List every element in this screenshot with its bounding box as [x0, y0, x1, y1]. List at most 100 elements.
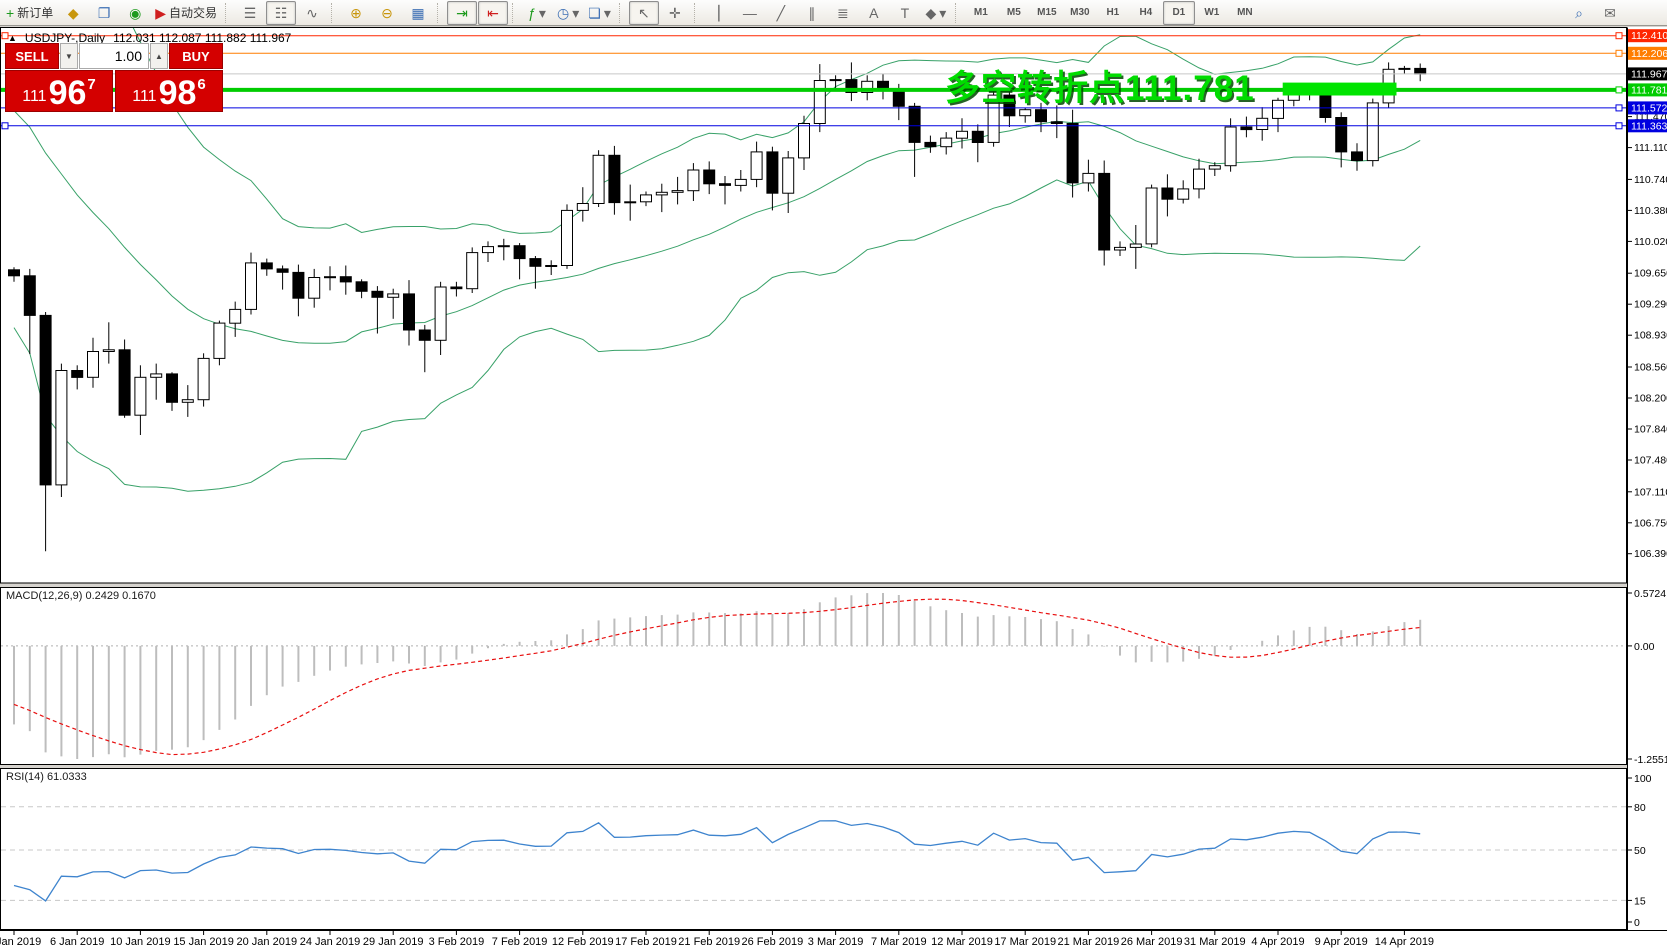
trendline-tool-button[interactable]: ╱: [766, 1, 796, 25]
cursor-icon: ↖: [637, 4, 650, 21]
svg-text:109.290: 109.290: [1634, 299, 1667, 311]
search-button[interactable]: ⌕: [1564, 1, 1594, 25]
volume-decrease-button[interactable]: ▼: [60, 43, 78, 69]
candles-layer: [8, 62, 1427, 552]
chart-window-title: ▲ USDJPY-,Daily 112.031 112.087 111.882 …: [8, 31, 291, 45]
crosshair-tool-button[interactable]: ✛: [660, 1, 690, 25]
channel-tool-button[interactable]: ∥: [797, 1, 827, 25]
auto-scroll-button[interactable]: ⇥: [447, 0, 477, 25]
zoom-in-button[interactable]: ⊕: [341, 1, 371, 25]
fibonacci-tool-button[interactable]: ≣: [828, 1, 858, 25]
zoom-out-button[interactable]: ⊖: [372, 1, 402, 25]
svg-text:17 Feb 2019: 17 Feb 2019: [615, 936, 677, 948]
svg-text:7 Mar 2019: 7 Mar 2019: [871, 936, 927, 948]
svg-text:15 Jan 2019: 15 Jan 2019: [173, 936, 234, 948]
price-axis: 111.470111.110110.740110.380110.020109.6…: [1627, 29, 1667, 560]
hline-tool-button[interactable]: —: [735, 1, 765, 25]
autotrade-icon: ▶: [155, 4, 166, 21]
rsi-axis: 100 80 50 15 0: [1627, 773, 1652, 929]
periods-button[interactable]: ◷ ▾: [553, 1, 583, 25]
sell-price-pip: 7: [87, 76, 96, 93]
shapes-tool-button[interactable]: ◆ ▾: [921, 1, 951, 25]
zoom-in-icon: ⊕: [350, 4, 362, 21]
timeframe-MN[interactable]: MN: [1237, 7, 1253, 18]
svg-text:111.572: 111.572: [1631, 102, 1667, 114]
rsi-indicator-label: RSI(14) 61.0333: [6, 771, 87, 783]
sell-price-big: 96: [48, 74, 87, 113]
timeframe-W1[interactable]: W1: [1204, 7, 1220, 18]
ohlc-readout: 112.031 112.087 111.882 111.967: [113, 31, 292, 45]
svg-text:3 Mar 2019: 3 Mar 2019: [808, 936, 864, 948]
line-chart-icon: ∿: [306, 4, 318, 21]
svg-text:50: 50: [1634, 845, 1646, 857]
timeframe-M1[interactable]: M1: [973, 7, 988, 18]
pivot-zone-rectangle: [1282, 82, 1397, 96]
crosshair-icon: ✛: [668, 4, 681, 21]
svg-text:111.781: 111.781: [1631, 84, 1667, 96]
buy-price-display[interactable]: 111 98 6: [115, 70, 223, 112]
vline-icon: ⎮: [715, 4, 723, 21]
buy-price-big: 98: [158, 74, 197, 113]
top-toolbar: + 新订单 ◆ ❐ ◉ ▶ 自动交易 ☰ ☷ ∿ ⊕ ⊖ ▦ ⇥ ⇤ ƒ ▾ ◷ ▾…: [0, 0, 1667, 26]
svg-text:12 Mar 2019: 12 Mar 2019: [931, 936, 993, 948]
timeframe-M30[interactable]: M30: [1070, 7, 1090, 18]
label-tool-button[interactable]: T: [890, 1, 920, 25]
svg-text:111.967: 111.967: [1631, 68, 1667, 80]
new-order-button[interactable]: + 新订单: [2, 1, 57, 25]
svg-text:108.930: 108.930: [1634, 330, 1667, 342]
timeframe-H1[interactable]: H1: [1106, 7, 1120, 18]
svg-text:107.840: 107.840: [1634, 424, 1667, 436]
chat-button[interactable]: ✉: [1595, 1, 1625, 25]
shapes-icon: ◆: [925, 4, 937, 21]
svg-text:110.740: 110.740: [1634, 174, 1667, 186]
toolbar-separator: [618, 2, 625, 23]
periods-icon: ◷: [557, 4, 570, 21]
svg-text:3 Feb 2019: 3 Feb 2019: [429, 936, 485, 948]
candle-chart-button[interactable]: ☷: [266, 0, 296, 25]
line-chart-button[interactable]: ∿: [297, 1, 327, 25]
styler-button[interactable]: ◆: [58, 1, 88, 25]
toolbar-separator: [954, 2, 961, 23]
svg-text:80: 80: [1634, 802, 1646, 814]
svg-text:7 Feb 2019: 7 Feb 2019: [492, 936, 548, 948]
svg-text:9 Apr 2019: 9 Apr 2019: [1315, 936, 1368, 948]
svg-text:21 Mar 2019: 21 Mar 2019: [1058, 936, 1120, 948]
svg-text:106.750: 106.750: [1634, 517, 1667, 529]
autotrade-button[interactable]: ▶ 自动交易: [151, 1, 221, 25]
svg-text:112.410: 112.410: [1631, 30, 1667, 42]
timeframe-M15[interactable]: M15: [1037, 7, 1057, 18]
indicators-button[interactable]: ƒ ▾: [522, 1, 552, 25]
bar-chart-button[interactable]: ☰: [235, 1, 265, 25]
candle-chart-icon: ☷: [274, 4, 288, 21]
svg-text:14 Apr 2019: 14 Apr 2019: [1375, 936, 1434, 948]
tile-windows-button[interactable]: ▦: [403, 1, 433, 25]
templates-button[interactable]: ❏ ▾: [584, 1, 615, 25]
volume-increase-button[interactable]: ▲: [150, 43, 168, 69]
profiles-button[interactable]: ❐: [89, 1, 119, 25]
svg-text:0.5724: 0.5724: [1634, 588, 1666, 600]
new-order-label: 新订单: [17, 6, 54, 20]
alerts-button[interactable]: ◉: [120, 1, 150, 25]
symbol-period-label: USDJPY-,Daily: [24, 31, 106, 45]
text-tool-button[interactable]: A: [859, 1, 889, 25]
timeframe-M5[interactable]: M5: [1006, 7, 1021, 18]
dropdown-icon: ▾: [939, 4, 947, 21]
pivot-annotation-text: 多空转折点111.781: [945, 69, 1255, 108]
svg-text:26 Mar 2019: 26 Mar 2019: [1121, 936, 1183, 948]
volume-input[interactable]: 1.00: [79, 43, 149, 69]
timeframe-D1[interactable]: D1: [1162, 0, 1195, 25]
chart-shift-button[interactable]: ⇤: [478, 0, 508, 25]
sell-button[interactable]: SELL: [5, 43, 59, 69]
text-tool-icon: A: [869, 4, 879, 21]
buy-button[interactable]: BUY: [169, 43, 223, 69]
vline-tool-button[interactable]: ⎮: [704, 1, 734, 25]
trendline-icon: ╱: [776, 4, 786, 21]
collapse-trade-panel-arrow[interactable]: ▲: [8, 33, 17, 43]
svg-text:26 Feb 2019: 26 Feb 2019: [742, 936, 804, 948]
svg-text:1 Jan 2019: 1 Jan 2019: [0, 936, 41, 948]
channel-icon: ∥: [808, 4, 816, 21]
sell-price-display[interactable]: 111 96 7: [5, 70, 113, 112]
timeframe-H4[interactable]: H4: [1139, 7, 1153, 18]
cursor-tool-button[interactable]: ↖: [628, 0, 659, 25]
svg-text:29 Jan 2019: 29 Jan 2019: [363, 936, 424, 948]
